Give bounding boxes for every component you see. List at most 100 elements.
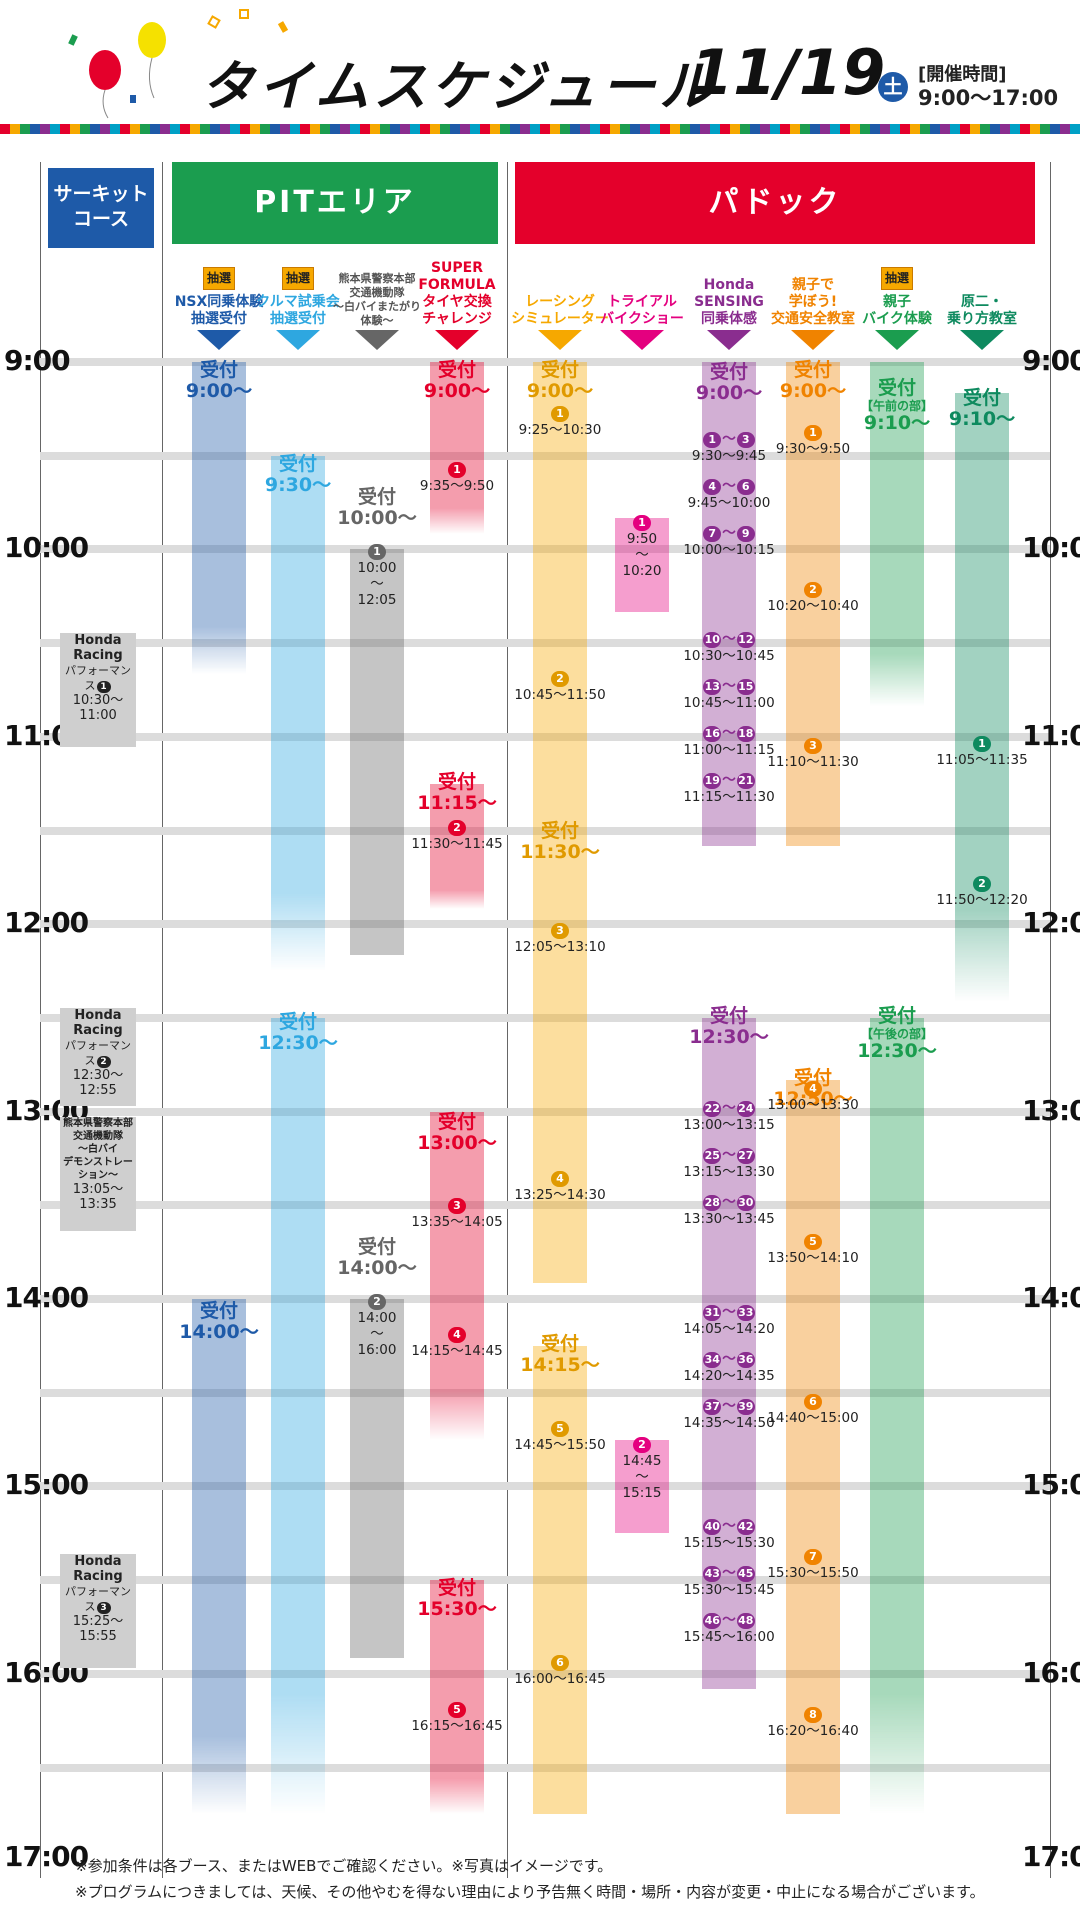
col-head-police: 熊本県警察本部 交通機動隊 〜白バイまたがり 体験〜 [327,272,427,328]
range-tilde: 〜 [722,1517,736,1534]
schedule-bar-oyako [870,1017,924,1815]
number-badge: 27 [736,1147,755,1164]
schedule-bar-sf [430,1580,484,1815]
col-label-kuruma: クルマ試乗会 抽選受付 [256,294,340,327]
col-label-police: 熊本県警察本部 交通機動隊 〜白バイまたがり 体験〜 [333,272,421,327]
entry-time: 12:05〜13:10 [514,939,606,956]
range-tilde: 〜 [722,1564,736,1581]
range-tilde: 〜 [722,430,736,447]
entry-time: 10:00〜10:15 [683,541,775,558]
entry-time: 13:25〜14:30 [514,1187,606,1204]
schedule-bar-kotsu [786,1080,840,1815]
number-badge: 24 [736,1100,755,1117]
number-badge: 7 [804,1549,822,1566]
schedule-bar-sf [430,783,484,909]
circuit-event-title: Honda Racing [73,1007,123,1038]
time-label-right: 13:00 [1022,1093,1080,1127]
entry-time: 10:30〜10:45 [683,648,775,665]
time-label-right: 16:00 [1022,1655,1080,1689]
entry-time: 10:20〜10:40 [767,598,859,615]
number-badge: 8 [804,1706,822,1723]
sensing-entry: 37 〜 39 14:35〜14:50 [674,1398,784,1431]
sensing-entry: 4 〜 6 9:45〜10:00 [674,478,784,511]
number-badge: 3 [736,431,755,448]
entry-time: 13:00〜13:15 [683,1116,775,1133]
number-badge: 39 [736,1398,755,1415]
sensing-entry: 7 〜 9 10:00〜10:15 [674,525,784,558]
col-label-trial: トライアル バイクショー [600,294,684,327]
number-badge: 6 [804,1393,822,1410]
number-badge: 18 [736,726,755,743]
number-badge: 30 [736,1194,755,1211]
schedule-bar-racing [533,362,587,1284]
grid-hband [40,1763,1050,1772]
number-badge: 46 [703,1612,722,1629]
schedule-bar-sf [430,362,484,534]
circuit-event-sub: パフォーマンス 1 [60,663,136,694]
grid-vline [1050,162,1051,1878]
number-badge: 6 [736,478,755,495]
grid-hband [40,1482,1050,1491]
number-badge: 3 [448,1198,466,1215]
number-badge: 22 [703,1100,722,1117]
day-badge: 土 [878,72,908,102]
reception-word: 受付 [877,376,916,399]
circuit-event: 熊本県警察本部 交通機動隊 〜白バイ デモンストレーション〜 13:05〜13:3… [60,1117,136,1231]
kotsu-entry: 4 13:00〜13:30 [758,1080,868,1113]
reception-word: 受付 [877,1004,916,1027]
time-label-left: 15:00 [4,1468,89,1502]
sensing-entry: 28 〜 30 13:30〜13:45 [674,1194,784,1227]
number-badge: 37 [703,1398,722,1415]
balloon-icon [68,22,166,119]
number-badge: 4 [448,1327,466,1344]
number-badge: 12 [736,632,755,649]
entry-time: 16:15〜16:45 [411,1718,503,1735]
col-head-oyako: 抽選 親子 バイク体験 [847,267,947,328]
schedule-entry: 4 13:25〜14:30 [505,1170,615,1203]
circuit-event-subtitle: パフォーマンス [65,1585,131,1614]
number-badge: 2 [804,582,822,599]
circuit-event-time: 13:05〜13:35 [72,1182,124,1213]
grid-hband [40,639,1050,648]
reception-session: 【午前の部】 [860,398,933,413]
number-badge: 1 [368,544,386,561]
number-badge: 5 [551,1420,569,1437]
grid-hband [40,451,1050,460]
number-badge: 42 [736,1518,755,1535]
sensing-entry: 22 〜 24 13:00〜13:15 [674,1100,784,1133]
number-badge: 2 [551,671,569,688]
number-badge: 9 [736,525,755,542]
entry-time: 11:05〜11:35 [936,751,1028,768]
reception-label: 受付 11:30〜 [520,819,600,863]
time-label-left: 17:00 [4,1840,89,1873]
kotsu-entry: 1 9:30〜9:50 [758,424,868,457]
note-conditions: ※参加条件は各ブース、またはWEBでご確認ください。※写真はイメージです。 [75,1857,613,1875]
schedule-bar-oyako [870,362,924,706]
schedule-entry: 2 11:50〜12:20 [927,875,1037,908]
entry-time: 14:40〜15:00 [767,1409,859,1426]
schedule-entry: 1 11:05〜11:35 [927,735,1037,768]
reception-label: 受付 9:30〜 [264,452,332,496]
entry-time: 14:20〜14:35 [683,1368,775,1385]
number-badge: 2 [633,1436,651,1453]
grid-hband [40,1013,1050,1022]
arrow-down-icon [960,330,1004,350]
entry-time: 11:50〜12:20 [936,892,1028,909]
time-label-left: 12:00 [4,906,89,940]
reception-label: 受付 【午前の部】 9:10〜 [847,376,947,434]
schedule-entry: 6 16:00〜16:45 [505,1654,615,1687]
schedule-bar-sf [430,1111,484,1440]
number-badge: 2 [368,1293,386,1310]
schedule-entry: 1 9:25〜10:30 [505,405,615,438]
entry-time: 15:45〜16:00 [683,1628,775,1645]
number-badge: 7 [703,525,722,542]
reception-session: 【午後の部】 [860,1026,933,1041]
time-label-left: 9:00 [4,344,71,377]
sensing-entry: 16 〜 18 11:00〜11:15 [674,725,784,758]
entry-time: 15:30〜15:45 [683,1581,775,1598]
col-label-oyako: 親子 バイク体験 [862,294,932,327]
reception-label: 受付 10:00〜 [337,485,417,529]
reception-label: 受付 9:10〜 [948,387,1016,431]
circuit-event-time: 10:30〜11:00 [72,693,124,724]
entry-time: 10:45〜11:00 [683,695,775,712]
